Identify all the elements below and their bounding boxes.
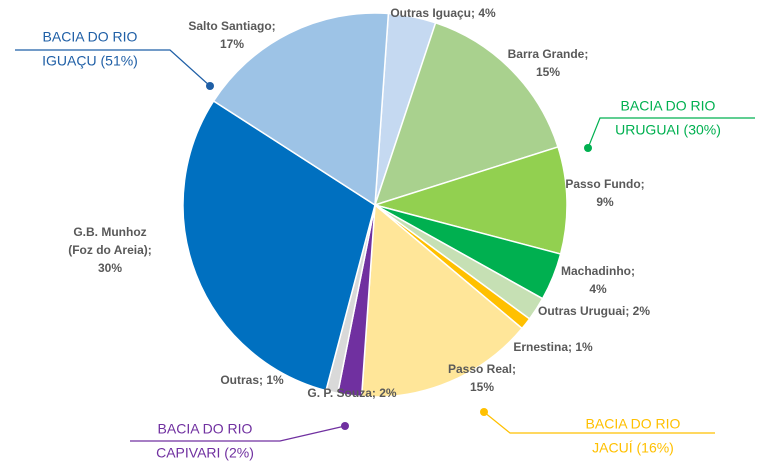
- data-label: Outras Uruguai; 2%: [538, 304, 650, 318]
- data-label: G. P. Souza; 2%: [307, 386, 396, 400]
- data-label: 30%: [98, 261, 122, 275]
- pie-slice: [372, 146, 568, 255]
- data-label: (Foz do Areia);: [68, 243, 152, 257]
- annotation: IGUAÇU (51%): [42, 53, 138, 69]
- callout-dot: [584, 144, 592, 152]
- pie-slice: [182, 99, 376, 392]
- callout-dot: [341, 422, 349, 430]
- callout-line: [587, 117, 755, 149]
- data-label: 15%: [470, 380, 494, 394]
- data-label: 9%: [596, 195, 614, 209]
- annotation: CAPIVARI (2%): [156, 445, 254, 461]
- annotation: BACIA DO RIO: [43, 29, 138, 45]
- data-label: Barra Grande;: [508, 47, 589, 61]
- data-label: Salto Santiago;: [188, 19, 275, 33]
- callout-dot: [480, 408, 488, 416]
- callout-line: [15, 49, 211, 87]
- annotation: JACUÍ (16%): [592, 440, 674, 456]
- data-label: Outras; 1%: [220, 373, 284, 387]
- data-label: Outras Iguaçu; 4%: [390, 6, 496, 20]
- annotation: BACIA DO RIO: [621, 98, 716, 114]
- data-label: Machadinho;: [561, 264, 635, 278]
- annotation: BACIA DO RIO: [158, 421, 253, 437]
- pie-slice: [373, 21, 559, 207]
- pie-slice: [212, 12, 390, 207]
- callout-dot: [206, 82, 214, 90]
- data-label: Passo Real;: [448, 362, 516, 376]
- callout-line: [483, 411, 715, 434]
- data-label: 17%: [220, 37, 244, 51]
- callout-line: [130, 425, 346, 442]
- annotation: URUGUAI (30%): [615, 122, 721, 138]
- annotation: BACIA DO RIO: [586, 416, 681, 432]
- data-label: Ernestina; 1%: [513, 340, 593, 354]
- pie-slice: [360, 203, 524, 398]
- data-label: Passo Fundo;: [565, 177, 644, 191]
- data-label: G.B. Munhoz: [73, 225, 146, 239]
- data-label: 15%: [536, 65, 560, 79]
- data-label: 4%: [589, 282, 607, 296]
